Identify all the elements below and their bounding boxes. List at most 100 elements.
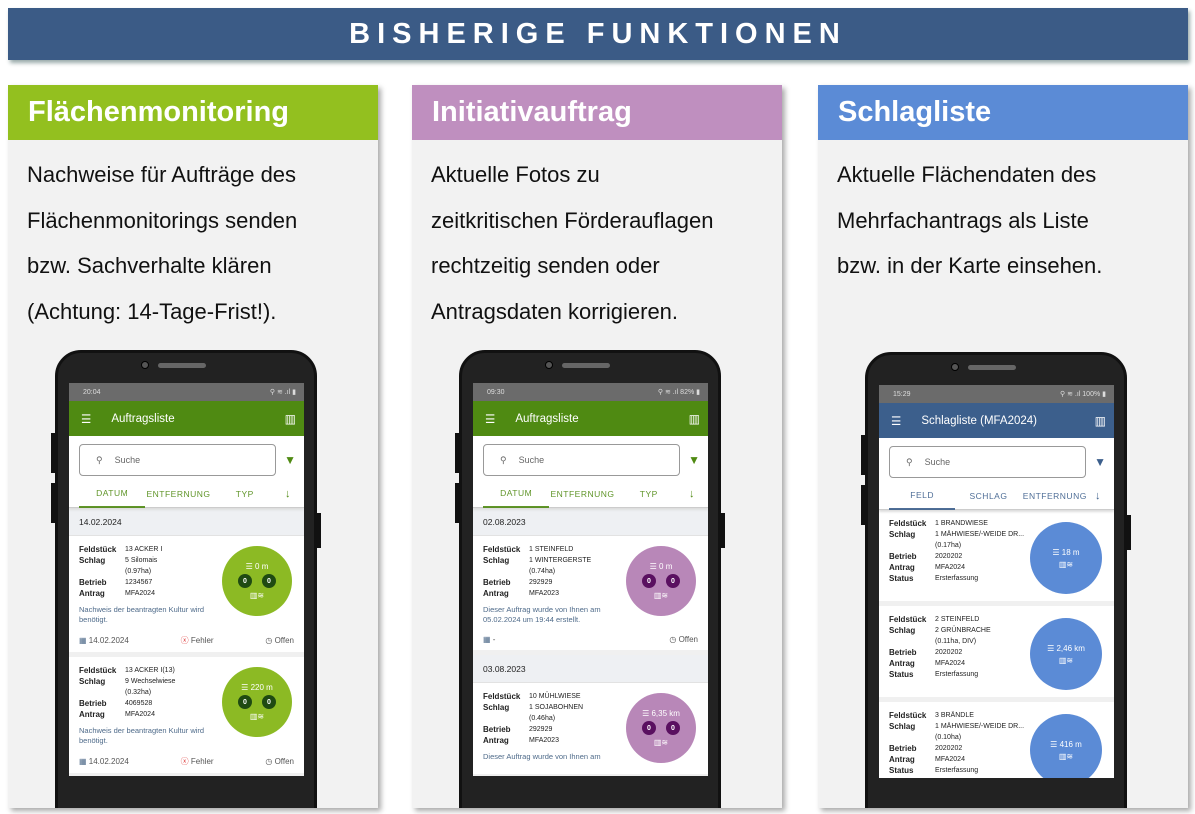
field-value: 2020202 [935, 649, 963, 656]
photo-count-badge: 0 [238, 695, 252, 709]
sort-tabs: DATUM ENTFERNUNG TYP ↓ [473, 480, 708, 508]
filter-icon[interactable]: ▼ [688, 453, 700, 467]
action-circle[interactable]: ☰ 220 m 0 0 ▥≋ [222, 667, 292, 737]
route-icon: ☰ [1050, 739, 1060, 749]
field-label: Antrag [483, 736, 509, 745]
sort-direction-icon[interactable]: ↓ [284, 487, 291, 500]
edit-count-badge: 0 [666, 721, 680, 735]
field-label [79, 687, 125, 698]
map-navigate-icon[interactable]: ▥≋ [653, 738, 669, 747]
list-item[interactable]: Feldstück 2 STEINFELD Schlag 2 GRÜNBRACHE (0… [879, 606, 1114, 702]
item-note: Nachweis der beantragten Kultur wird ben… [79, 726, 205, 745]
clock-icon: ◷ [669, 635, 679, 644]
map-navigate-icon[interactable]: ▥≋ [1058, 655, 1074, 665]
map-navigate-icon[interactable]: ▥≋ [249, 591, 265, 600]
field-label: Status [889, 766, 914, 775]
tab-entfernung[interactable]: ENTFERNUNG [1022, 490, 1087, 501]
app-title: Auftragsliste [515, 412, 579, 425]
tab-schlag[interactable]: SCHLAG [969, 490, 1008, 501]
sort-tabs: DATUM ENTFERNUNG TYP ↓ [69, 480, 304, 508]
due-date-text: - [492, 635, 496, 644]
field-label: Status [889, 670, 914, 679]
list-item[interactable]: Feldstück 1 STEINFELD Schlag 1 WINTERGERSTE… [473, 536, 708, 655]
list-item[interactable]: Feldstück 10 MÜHLWIESE Schlag 1 SOJABOHNEN (… [473, 683, 708, 776]
app-title: Schlagliste (MFA2024) [921, 414, 1038, 427]
tab-entfernung[interactable]: ENTFERNUNG [146, 488, 211, 499]
field-label: Feldstück [889, 615, 927, 624]
tab-entfernung[interactable]: ENTFERNUNG [550, 488, 615, 499]
field-value: MFA2024 [935, 660, 965, 667]
field-value: 2 STEINFELD [935, 616, 980, 623]
menu-icon[interactable]: ☰ [81, 413, 92, 426]
field-label: Schlag [889, 530, 916, 539]
map-icon[interactable]: ▥ [688, 411, 700, 426]
field-row: Feldstück 13 ACKER I [79, 544, 294, 555]
action-circle[interactable]: ☰ 6,35 km 0 0 ▥≋ [626, 693, 696, 763]
tab-typ[interactable]: TYP [235, 488, 254, 499]
item-note: Dieser Auftrag wurde von Ihnen am 05.02.… [483, 605, 601, 624]
field-label [889, 636, 935, 647]
action-circle[interactable]: ☰ 2,46 km ▥≋ [1030, 618, 1102, 690]
calendar-icon: ▦ [483, 635, 493, 644]
status-text: Offen [274, 757, 294, 766]
route-icon: ☰ [649, 562, 660, 571]
field-label: Antrag [79, 710, 105, 719]
panel-title: Flächenmonitoring [8, 85, 378, 140]
map-navigate-icon[interactable]: ▥≋ [1058, 559, 1074, 569]
filter-icon[interactable]: ▼ [284, 453, 296, 467]
field-value: 1234567 [125, 579, 153, 586]
map-icon[interactable]: ▥ [1094, 413, 1106, 428]
camera [951, 363, 959, 371]
sort-direction-icon[interactable]: ↓ [688, 487, 695, 500]
field-value: 1 MÄHWIESE/-WEIDE DR... [935, 723, 1025, 730]
field-row: Antrag MFA2023 [483, 735, 698, 746]
map-icon[interactable]: ▥ [284, 411, 296, 426]
menu-icon[interactable]: ☰ [891, 415, 902, 428]
list-item[interactable]: Feldstück 13 ACKER I(13) Schlag 9 Wechselwi… [69, 657, 304, 776]
edit-count-badge: 0 [262, 695, 276, 709]
list-item[interactable]: Feldstück 13 ACKER I Schlag 5 Silomais (0.97… [69, 536, 304, 657]
error-status: ⓧ Fehler [181, 756, 214, 767]
field-row: Antrag MFA2024 [79, 588, 294, 599]
item-footer: ▦ 14.02.2024 ⓧ Fehler ◷ Offen [79, 756, 294, 767]
field-row: Betrieb 292929 [483, 577, 698, 588]
search-input[interactable]: ⚲ Suche [79, 444, 277, 476]
menu-icon[interactable]: ☰ [485, 413, 496, 426]
route-icon: ☰ [1052, 547, 1062, 557]
field-value: MFA2024 [935, 756, 965, 763]
field-value: 5 Silomais [125, 557, 158, 564]
tab-typ[interactable]: TYP [639, 488, 658, 499]
tab-datum[interactable]: DATUM [483, 480, 550, 508]
map-navigate-icon[interactable]: ▥≋ [249, 712, 265, 721]
status-text: Offen [678, 635, 698, 644]
action-circle[interactable]: ☰ 416 m ▥≋ [1030, 714, 1102, 778]
field-label: Betrieb [889, 744, 917, 753]
filter-icon[interactable]: ▼ [1094, 455, 1106, 469]
field-row: Feldstück 10 MÜHLWIESE [483, 691, 698, 702]
search-placeholder: Suche [518, 455, 545, 465]
action-circle[interactable]: ☰ 0 m 0 0 ▥≋ [222, 546, 292, 616]
action-circle[interactable]: ☰ 0 m 0 0 ▥≋ [626, 546, 696, 616]
map-navigate-icon[interactable]: ▥≋ [653, 591, 669, 600]
list-item[interactable]: Feldstück 1 BRANDWIESE Schlag 1 MÄHWIESE/-W… [879, 510, 1114, 606]
tab-datum[interactable]: DATUM [79, 480, 146, 508]
error-text: Fehler [190, 636, 214, 645]
side-button [1127, 515, 1131, 550]
search-input[interactable]: ⚲ Suche [889, 446, 1087, 478]
tab-feld[interactable]: FELD [889, 482, 956, 510]
field-value: Ersterfassung [935, 575, 979, 582]
search-input[interactable]: ⚲ Suche [483, 444, 681, 476]
map-navigate-icon[interactable]: ▥≋ [1058, 751, 1074, 761]
item-footer: ▦ 14.02.2024 ⓧ Fehler ◷ Offen [79, 635, 294, 646]
speaker [158, 363, 206, 368]
action-circle[interactable]: ☰ 18 m ▥≋ [1030, 522, 1102, 594]
sort-direction-icon[interactable]: ↓ [1094, 489, 1101, 502]
status-bar: 15:29 ⚲ ≋ .ıl 100% ▮ [879, 385, 1114, 403]
distance: ☰ 0 m [650, 562, 673, 571]
search-placeholder: Suche [114, 455, 141, 465]
list-item[interactable]: Feldstück 3 BRÄNDLE Schlag 1 MÄHWIESE/-WEID… [879, 702, 1114, 778]
field-value: (0.17ha) [935, 542, 962, 549]
field-label: Betrieb [483, 725, 511, 734]
